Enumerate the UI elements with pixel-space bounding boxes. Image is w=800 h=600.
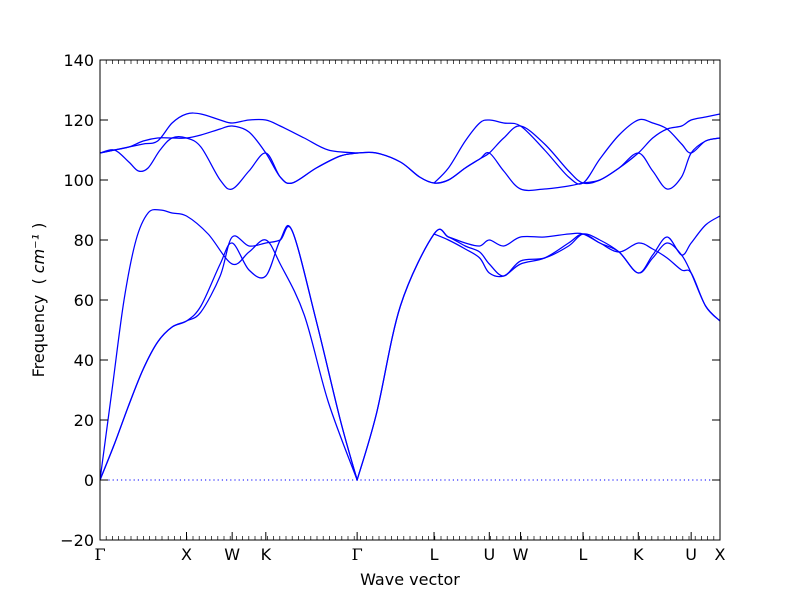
x-tick-label: X — [181, 545, 192, 564]
series-line-7 — [100, 125, 358, 185]
x-tick-label: K — [633, 545, 644, 564]
series-line-5 — [433, 215, 720, 278]
y-axis-label: Frequency ( cm⁻¹ ) — [29, 223, 48, 378]
y-tick-label: 100 — [63, 171, 94, 190]
y-ticks: −20 0 20 40 60 80 100 120 140 — [60, 51, 720, 550]
y-tick-label: 60 — [74, 291, 94, 310]
y-tick-label: 140 — [63, 51, 94, 70]
series-line-11 — [433, 118, 720, 185]
x-tick-label: K — [261, 545, 272, 564]
series-line-2 — [100, 209, 358, 481]
x-tick-label: L — [430, 545, 439, 564]
series-line-4 — [356, 228, 720, 481]
series-line-0 — [100, 225, 358, 481]
series-line-3 — [356, 228, 720, 481]
plot-layer — [100, 112, 720, 481]
y-axis-unit: cm⁻¹ — [29, 234, 48, 273]
x-tick-label: X — [715, 545, 726, 564]
x-tick-label: U — [685, 545, 697, 564]
series-group — [100, 112, 720, 481]
x-tick-label: L — [579, 545, 588, 564]
x-tick-label: W — [224, 545, 240, 564]
series-line-1 — [100, 225, 358, 481]
y-tick-label: 20 — [74, 411, 94, 430]
y-axis-label-close-paren: ) — [29, 223, 48, 229]
series-line-8 — [100, 112, 358, 154]
x-tick-label: Γ — [94, 545, 105, 564]
plot-frame — [99, 59, 721, 541]
y-axis-label-text: Frequency — [29, 295, 48, 378]
y-tick-label: 0 — [84, 471, 94, 490]
y-tick-label: 80 — [74, 231, 94, 250]
y-tick-label: 120 — [63, 111, 94, 130]
x-tick-label: W — [513, 545, 529, 564]
y-tick-label: −20 — [60, 531, 94, 550]
y-tick-label: 40 — [74, 351, 94, 370]
y-axis-label-open-paren: ( — [29, 278, 48, 289]
series-line-10 — [356, 113, 720, 192]
x-tick-label: U — [483, 545, 495, 564]
series-line-9 — [356, 125, 720, 190]
x-axis-label: Wave vector — [360, 570, 460, 589]
x-tick-label: Γ — [352, 545, 363, 564]
